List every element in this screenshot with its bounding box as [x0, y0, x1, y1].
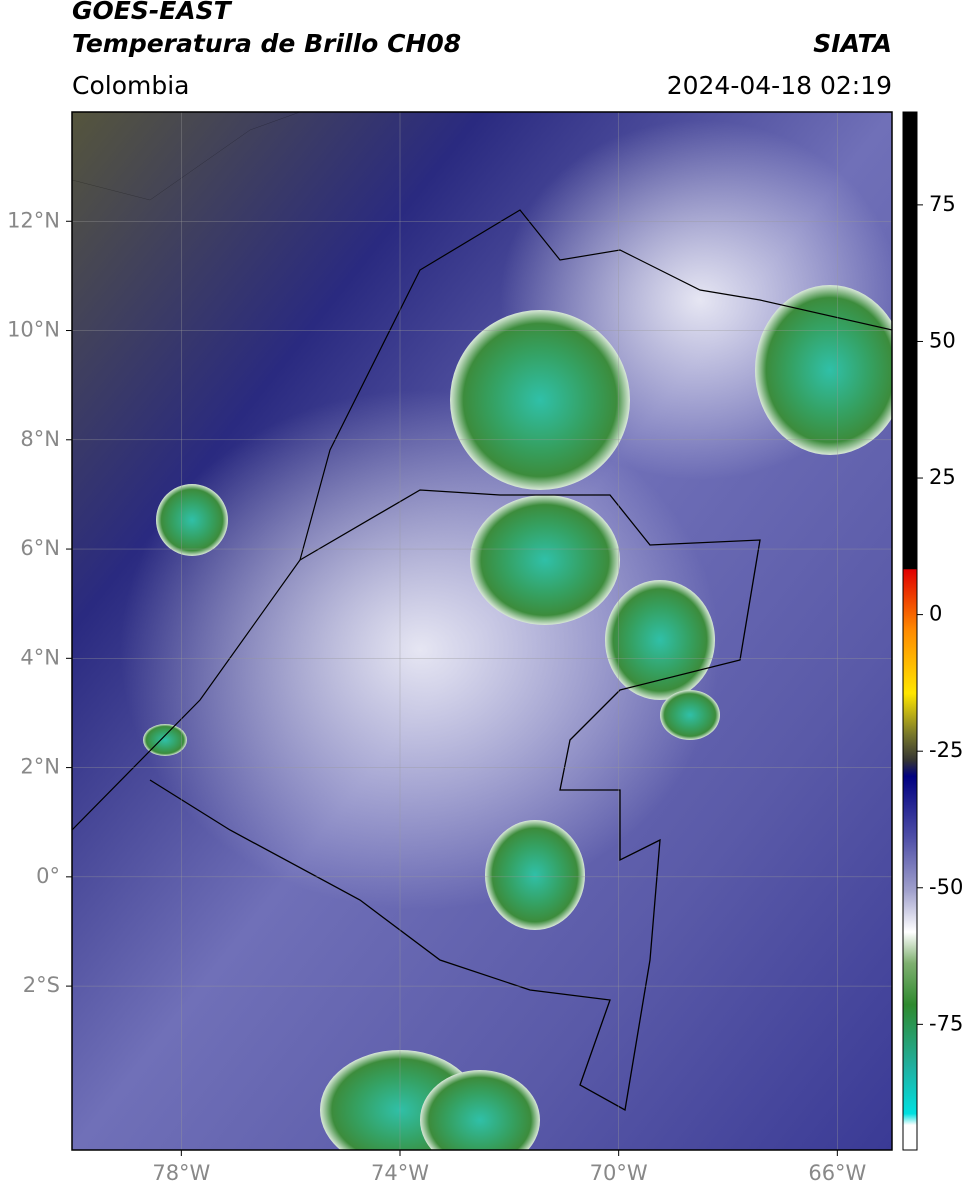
lat-tick-label: 8°N: [20, 427, 60, 451]
datetime: 2024-04-18 02:19: [667, 71, 892, 100]
subtitle: Temperatura de Brillo CH08: [72, 29, 461, 58]
colorbar-tick-label: 50: [929, 328, 956, 352]
lon-tick-label: 78°W: [152, 1161, 210, 1185]
map-frame: [71, 111, 893, 1151]
colorbar-tick-label: -50: [929, 875, 963, 899]
cloud: [420, 1070, 540, 1150]
lon-tick-label: 74°W: [371, 1161, 429, 1185]
cloud: [605, 580, 715, 700]
cloud: [156, 484, 228, 556]
border: [72, 112, 301, 201]
coastline: [72, 209, 892, 831]
graticule: [72, 112, 892, 1150]
cloud: [450, 310, 630, 490]
colorbar: [902, 111, 918, 1151]
lat-tick-label: 0°: [36, 864, 60, 888]
colorbar-tick-label: 75: [929, 192, 956, 216]
lat-tick-label: 6°N: [20, 536, 60, 560]
region: Colombia: [72, 71, 189, 100]
border: [149, 489, 761, 1112]
cloud: [660, 690, 720, 740]
lon-tick-label: 70°W: [590, 1161, 648, 1185]
imagery: [72, 112, 892, 1150]
cloud: [143, 724, 187, 756]
colorbar-tick-label: -25: [929, 738, 963, 762]
cloud: [485, 820, 585, 930]
cloud: [755, 285, 892, 455]
cloud: [470, 495, 620, 625]
colorbar-tick-label: 25: [929, 465, 956, 489]
colorbar-tick-label: 0: [929, 602, 942, 626]
lat-tick-label: 2°N: [20, 755, 60, 779]
lat-tick-label: 4°N: [20, 645, 60, 669]
title: GOES-EAST: [72, 0, 233, 25]
lon-tick-label: 66°W: [808, 1161, 866, 1185]
source: SIATA: [813, 29, 892, 58]
colorbar-tick-label: -75: [929, 1011, 963, 1035]
lat-tick-label: 2°S: [23, 973, 60, 997]
lat-tick-label: 10°N: [7, 318, 60, 342]
lat-tick-label: 12°N: [7, 208, 60, 232]
